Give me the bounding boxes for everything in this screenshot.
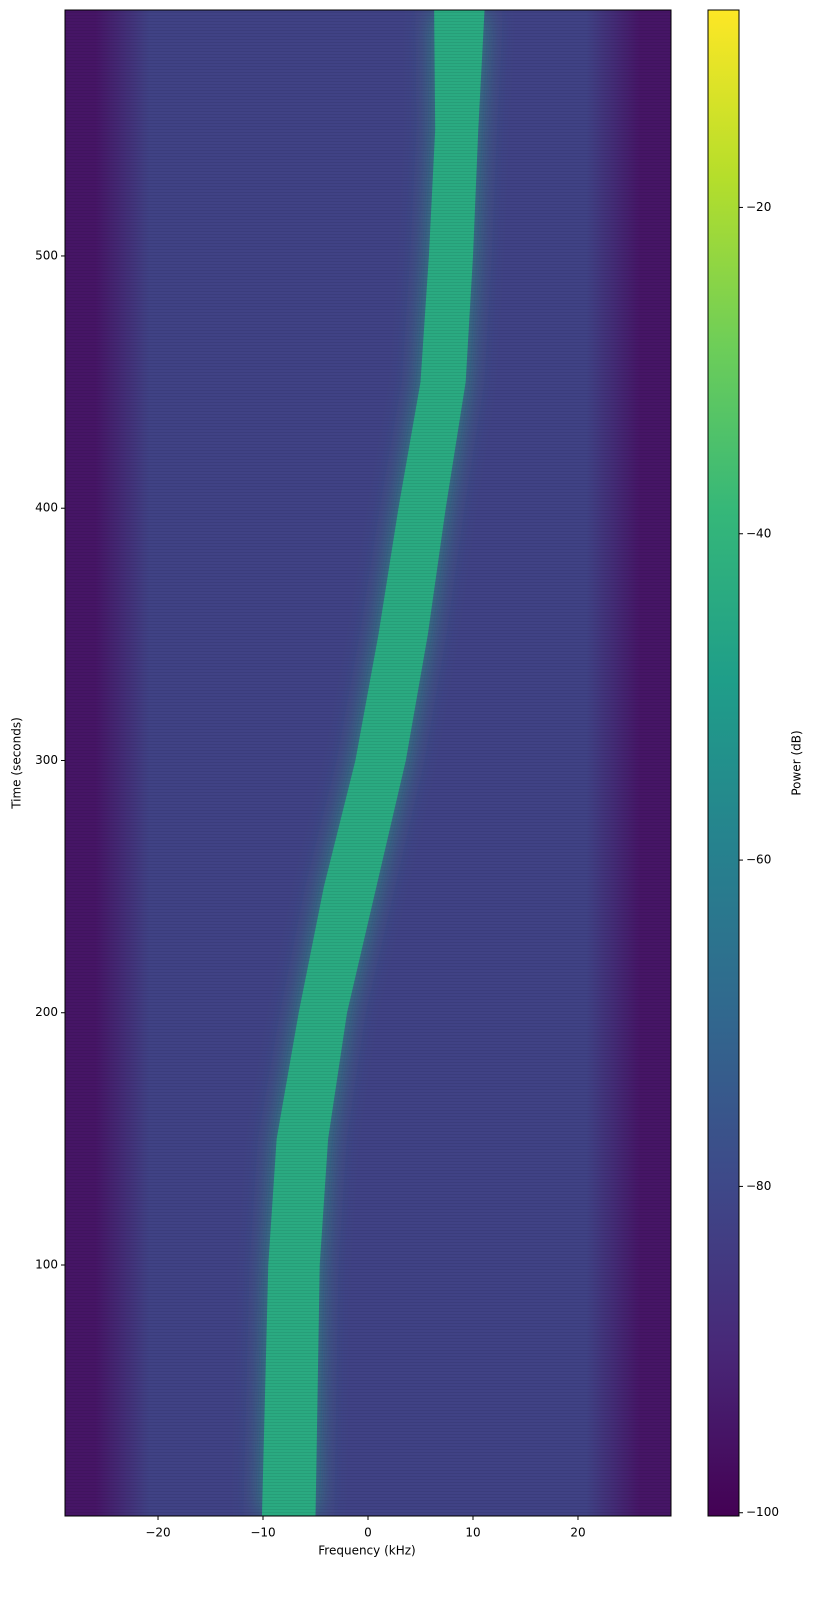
colorbar-tick-label: −80 (746, 1179, 771, 1193)
x-tick-label: 0 (364, 1526, 372, 1540)
x-tick-label: −20 (145, 1526, 170, 1540)
colorbar-tick-label: −40 (746, 526, 771, 540)
y-tick-label: 100 (35, 1258, 58, 1272)
stripe-texture (65, 10, 671, 1516)
colorbar-tick-label: −100 (746, 1505, 779, 1519)
y-tick-label: 400 (35, 501, 58, 515)
y-axis-label: Time (seconds) (10, 717, 24, 810)
y-tick-label: 500 (35, 248, 58, 262)
plot-area (65, 10, 671, 1516)
x-tick-label: −10 (250, 1526, 275, 1540)
y-tick-label: 200 (35, 1005, 58, 1019)
colorbar-tick-label: −20 (746, 200, 771, 214)
x-axis-label: Frequency (kHz) (318, 1544, 415, 1558)
colorbar (707, 9, 740, 1517)
x-tick-label: 20 (570, 1526, 585, 1540)
y-tick-label: 300 (35, 753, 58, 767)
colorbar-label: Power (dB) (790, 730, 804, 795)
x-tick-label: 10 (465, 1526, 480, 1540)
colorbar-tick-label: −60 (746, 853, 771, 867)
